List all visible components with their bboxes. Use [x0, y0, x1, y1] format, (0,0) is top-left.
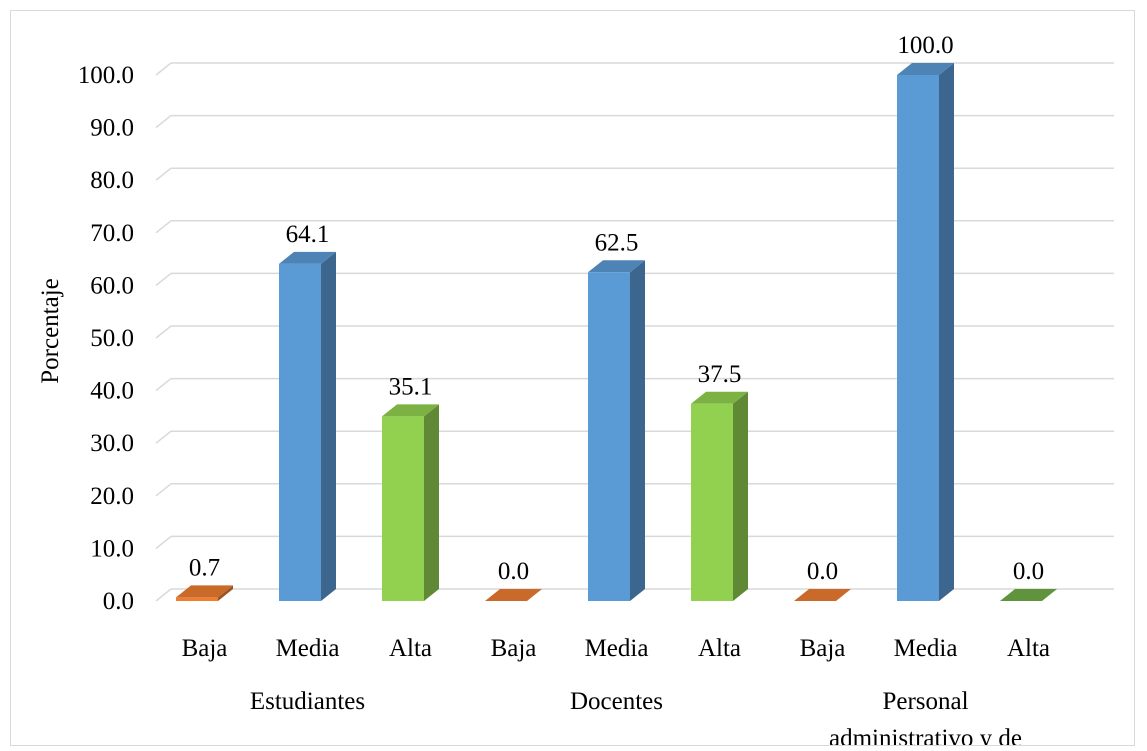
- bar-media: [588, 260, 645, 601]
- bar-top: [279, 251, 336, 264]
- bar-baja: [176, 585, 233, 601]
- bar-side: [424, 404, 439, 601]
- bar-baja: [794, 589, 851, 601]
- x-group-label: Estudiantes: [250, 688, 365, 715]
- bar-front: [279, 263, 321, 601]
- data-label: 0.7: [189, 554, 220, 581]
- bar-top: [485, 589, 542, 601]
- x-group-label: administrativo y de: [829, 725, 1022, 746]
- gridline-depth: [155, 430, 172, 444]
- data-label: 0.0: [498, 558, 529, 585]
- data-label: 37.5: [698, 361, 742, 388]
- y-axis-ticks: 0.0 10.0 20.0 30.0 40.0 50.0 60.0 70.0 80.0 90.0 1…: [78, 62, 134, 615]
- y-tick-label: 20.0: [90, 483, 134, 510]
- bar-side: [939, 63, 954, 601]
- y-tick-label: 60.0: [90, 272, 134, 299]
- bar-alta: [382, 404, 439, 601]
- gridline-depth: [155, 115, 172, 129]
- bar-front: [588, 272, 630, 601]
- bar-top: [691, 391, 748, 404]
- bar-baja: [485, 589, 542, 601]
- bar-top: [1000, 589, 1057, 601]
- x-group-label: Personal: [882, 688, 968, 715]
- gridline-depth: [155, 167, 172, 181]
- x-category-label: Media: [276, 635, 340, 662]
- x-category-label: Alta: [389, 635, 432, 662]
- x-category-label: Media: [894, 635, 958, 662]
- x-category-label: Alta: [698, 635, 741, 662]
- bar-chart: 0.0 10.0 20.0 30.0 40.0 50.0 60.0 70.0 80.0 90.0 1…: [37, 32, 1114, 746]
- gridline-depth: [155, 378, 172, 392]
- y-tick-label: 100.0: [78, 62, 134, 89]
- gridline-depth: [155, 483, 172, 497]
- bar-side: [218, 585, 233, 601]
- bar-front: [382, 416, 424, 601]
- y-tick-label: 30.0: [90, 430, 134, 457]
- data-label: 0.0: [807, 558, 838, 585]
- data-label: 100.0: [897, 32, 953, 59]
- bar-front: [691, 403, 733, 601]
- bar-side: [733, 391, 748, 601]
- bar-media: [897, 63, 954, 601]
- x-category-label: Media: [585, 635, 649, 662]
- data-label: 0.0: [1013, 558, 1044, 585]
- y-tick-label: 90.0: [90, 115, 134, 142]
- bars: [176, 63, 1057, 602]
- bar-media: [279, 251, 336, 602]
- bar-top: [794, 589, 851, 601]
- data-label: 62.5: [595, 229, 639, 256]
- gridline-depth: [155, 325, 172, 339]
- gridline-depth: [155, 535, 172, 549]
- x-category-label: Alta: [1007, 635, 1050, 662]
- x-axis-categories: Baja Media Alta Baja Media Alta Baja Media Alta: [182, 635, 1050, 662]
- bar-alta: [1000, 589, 1057, 601]
- y-tick-label: 50.0: [90, 325, 134, 352]
- x-category-label: Baja: [182, 635, 228, 662]
- gridline-depth: [155, 588, 172, 602]
- x-category-label: Baja: [800, 635, 846, 662]
- bar-front: [176, 597, 218, 601]
- y-tick-label: 80.0: [90, 167, 134, 194]
- bar-top: [382, 404, 439, 417]
- data-label: 64.1: [286, 221, 330, 248]
- bar-top: [897, 63, 954, 75]
- y-tick-label: 70.0: [90, 220, 134, 247]
- x-group-label: Docentes: [570, 688, 663, 715]
- bar-side: [630, 260, 645, 601]
- y-axis-label: Porcentaje: [37, 278, 64, 384]
- gridline-depth: [155, 272, 172, 286]
- bar-front: [897, 75, 939, 601]
- y-tick-label: 40.0: [90, 378, 134, 405]
- bar-alta: [691, 391, 748, 601]
- bar-side: [321, 251, 336, 602]
- x-category-label: Baja: [491, 635, 537, 662]
- y-tick-label: 0.0: [103, 588, 134, 615]
- gridline-depth: [155, 220, 172, 234]
- data-label: 35.1: [389, 373, 433, 400]
- chart-frame: 0.0 10.0 20.0 30.0 40.0 50.0 60.0 70.0 80.0 90.0 1…: [10, 10, 1135, 746]
- data-labels: 0.7 64.1 35.1 0.0 62.5 37.5 0.0 100.0 0.0: [189, 32, 1044, 585]
- x-axis-groups: Estudiantes Docentes Personal administrativ…: [250, 688, 1022, 746]
- bar-top: [588, 260, 645, 273]
- gridline-depth: [155, 62, 172, 76]
- y-tick-label: 10.0: [90, 535, 134, 562]
- bar-top: [176, 585, 233, 598]
